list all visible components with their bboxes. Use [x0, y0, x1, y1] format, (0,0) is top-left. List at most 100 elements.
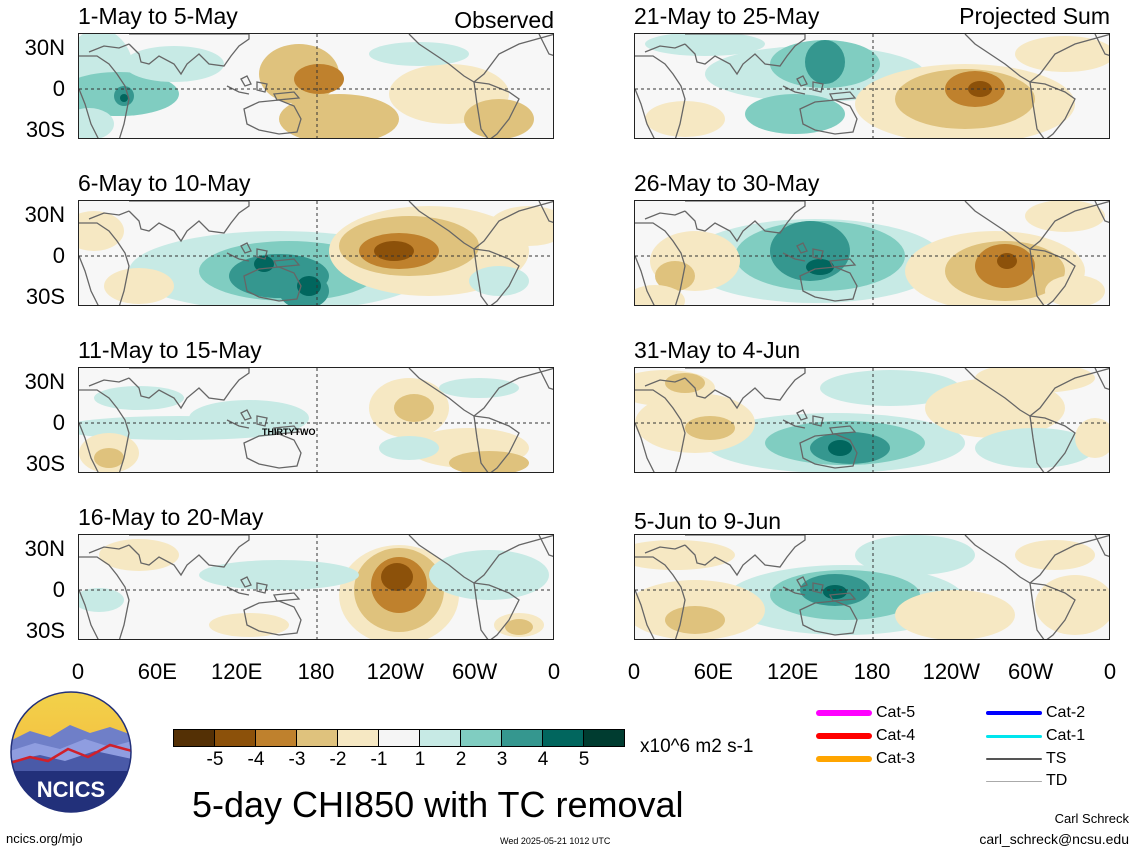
coastline	[272, 425, 301, 435]
coastline	[799, 99, 858, 135]
legend-label: TD	[1046, 772, 1068, 789]
coastline	[79, 389, 130, 472]
anomaly-contour	[469, 266, 529, 296]
anomaly-contour	[79, 211, 124, 251]
coastline	[964, 535, 1109, 584]
map-panel	[78, 367, 554, 473]
x-tick-label: 0	[627, 659, 641, 684]
coastline	[1094, 201, 1109, 224]
panel-title: 31-May to 4-Jun	[634, 337, 801, 363]
coastline	[799, 433, 858, 469]
x-tick-label: 120W	[922, 659, 981, 684]
anomaly-contour	[828, 440, 852, 456]
coastline	[240, 409, 252, 421]
x-tick-label: 0	[547, 659, 561, 684]
coastline	[243, 600, 302, 636]
colorbar-label: 4	[537, 749, 549, 770]
legend-label: Cat-3	[876, 750, 916, 767]
coastline	[635, 389, 686, 472]
panel-title: 26-May to 30-May	[634, 170, 820, 196]
logo-text: NCICS	[37, 777, 105, 802]
anomaly-contour	[104, 268, 174, 304]
anomaly-contour	[439, 378, 519, 398]
colorbar-swatch	[296, 729, 338, 747]
coastline	[684, 368, 806, 410]
colorbar-swatch	[501, 729, 543, 747]
anomaly-contour	[1015, 36, 1109, 72]
coastline	[128, 535, 250, 577]
coastline	[799, 266, 858, 302]
anomaly-contour	[806, 259, 834, 275]
anomaly-contour	[665, 606, 725, 634]
panel-title: 16-May to 20-May	[78, 504, 264, 530]
anomaly-contour	[381, 563, 413, 591]
map-panel	[634, 534, 1110, 640]
y-tick-label: 30N	[24, 369, 65, 394]
anomaly-contour	[279, 94, 399, 138]
coastline	[828, 592, 857, 602]
coastline	[256, 415, 268, 427]
coastline	[1094, 34, 1109, 57]
coastline	[256, 582, 268, 594]
coastline	[796, 576, 808, 588]
map-panel	[78, 200, 554, 306]
y-tick-label: 30S	[25, 618, 65, 643]
colorbar-swatch	[173, 729, 215, 747]
coastline	[1029, 248, 1076, 305]
anomaly-contour	[120, 94, 128, 102]
x-tick-label: 0	[71, 659, 85, 684]
footer-url[interactable]: ncics.org/mjo	[6, 831, 83, 846]
anomaly-contour	[294, 64, 344, 94]
coastline	[243, 99, 302, 135]
legend-swatch	[816, 710, 872, 716]
coastline	[635, 222, 686, 305]
coastline	[226, 85, 250, 95]
anomaly-contour	[505, 619, 533, 635]
legend-swatch	[986, 758, 1042, 760]
storm-label: THIRTYTWO	[262, 427, 316, 437]
anomaly-contour	[374, 241, 414, 261]
coastline	[964, 368, 1109, 417]
legend-label: Cat-4	[876, 727, 916, 744]
panel-title: 21-May to 25-May	[634, 3, 820, 29]
x-tick-label: 60W	[1008, 659, 1054, 684]
coastline	[782, 252, 806, 262]
anomaly-contour	[975, 368, 1095, 393]
coastline	[79, 55, 130, 138]
coastline	[635, 556, 686, 639]
coastline	[1094, 535, 1109, 558]
coastline	[812, 81, 824, 93]
panel-title: 5-Jun to 9-Jun	[634, 508, 782, 534]
coastline	[473, 582, 520, 639]
legend-swatch	[986, 711, 1042, 715]
footer-email[interactable]: carl_schreck@ncsu.edu	[979, 831, 1129, 847]
anomaly-contour	[823, 585, 847, 599]
anomaly-contour	[297, 276, 321, 296]
map-panel	[78, 33, 554, 139]
colorbar-swatch	[419, 729, 461, 747]
y-tick-label: 30S	[25, 117, 65, 142]
colorbar-swatch	[214, 729, 256, 747]
coastline	[796, 409, 808, 421]
x-tick-label: 120E	[210, 659, 263, 684]
colorbar-swatch	[378, 729, 420, 747]
x-tick-label: 60W	[452, 659, 498, 684]
anomaly-contour	[369, 42, 469, 66]
anomaly-contour	[895, 590, 1015, 639]
map-panel	[634, 33, 1110, 139]
legend-swatch	[986, 780, 1042, 782]
coastline	[644, 210, 686, 220]
main-title: 5-day CHI850 with TC removal	[192, 784, 684, 825]
y-tick-label: 30N	[24, 202, 65, 227]
footer-author: Carl Schreck	[1054, 811, 1129, 826]
colorbar-label: -2	[329, 749, 347, 770]
coastline	[256, 81, 268, 93]
colorbar-swatch	[255, 729, 297, 747]
colorbar-units: x10^6 m2 s-1	[640, 736, 754, 757]
anomaly-contour	[745, 94, 845, 134]
coastline	[408, 535, 553, 584]
y-tick-label: 30S	[25, 284, 65, 309]
coastline	[79, 222, 130, 305]
x-tick-label: 60E	[693, 659, 733, 684]
anomaly-contour	[635, 285, 685, 305]
